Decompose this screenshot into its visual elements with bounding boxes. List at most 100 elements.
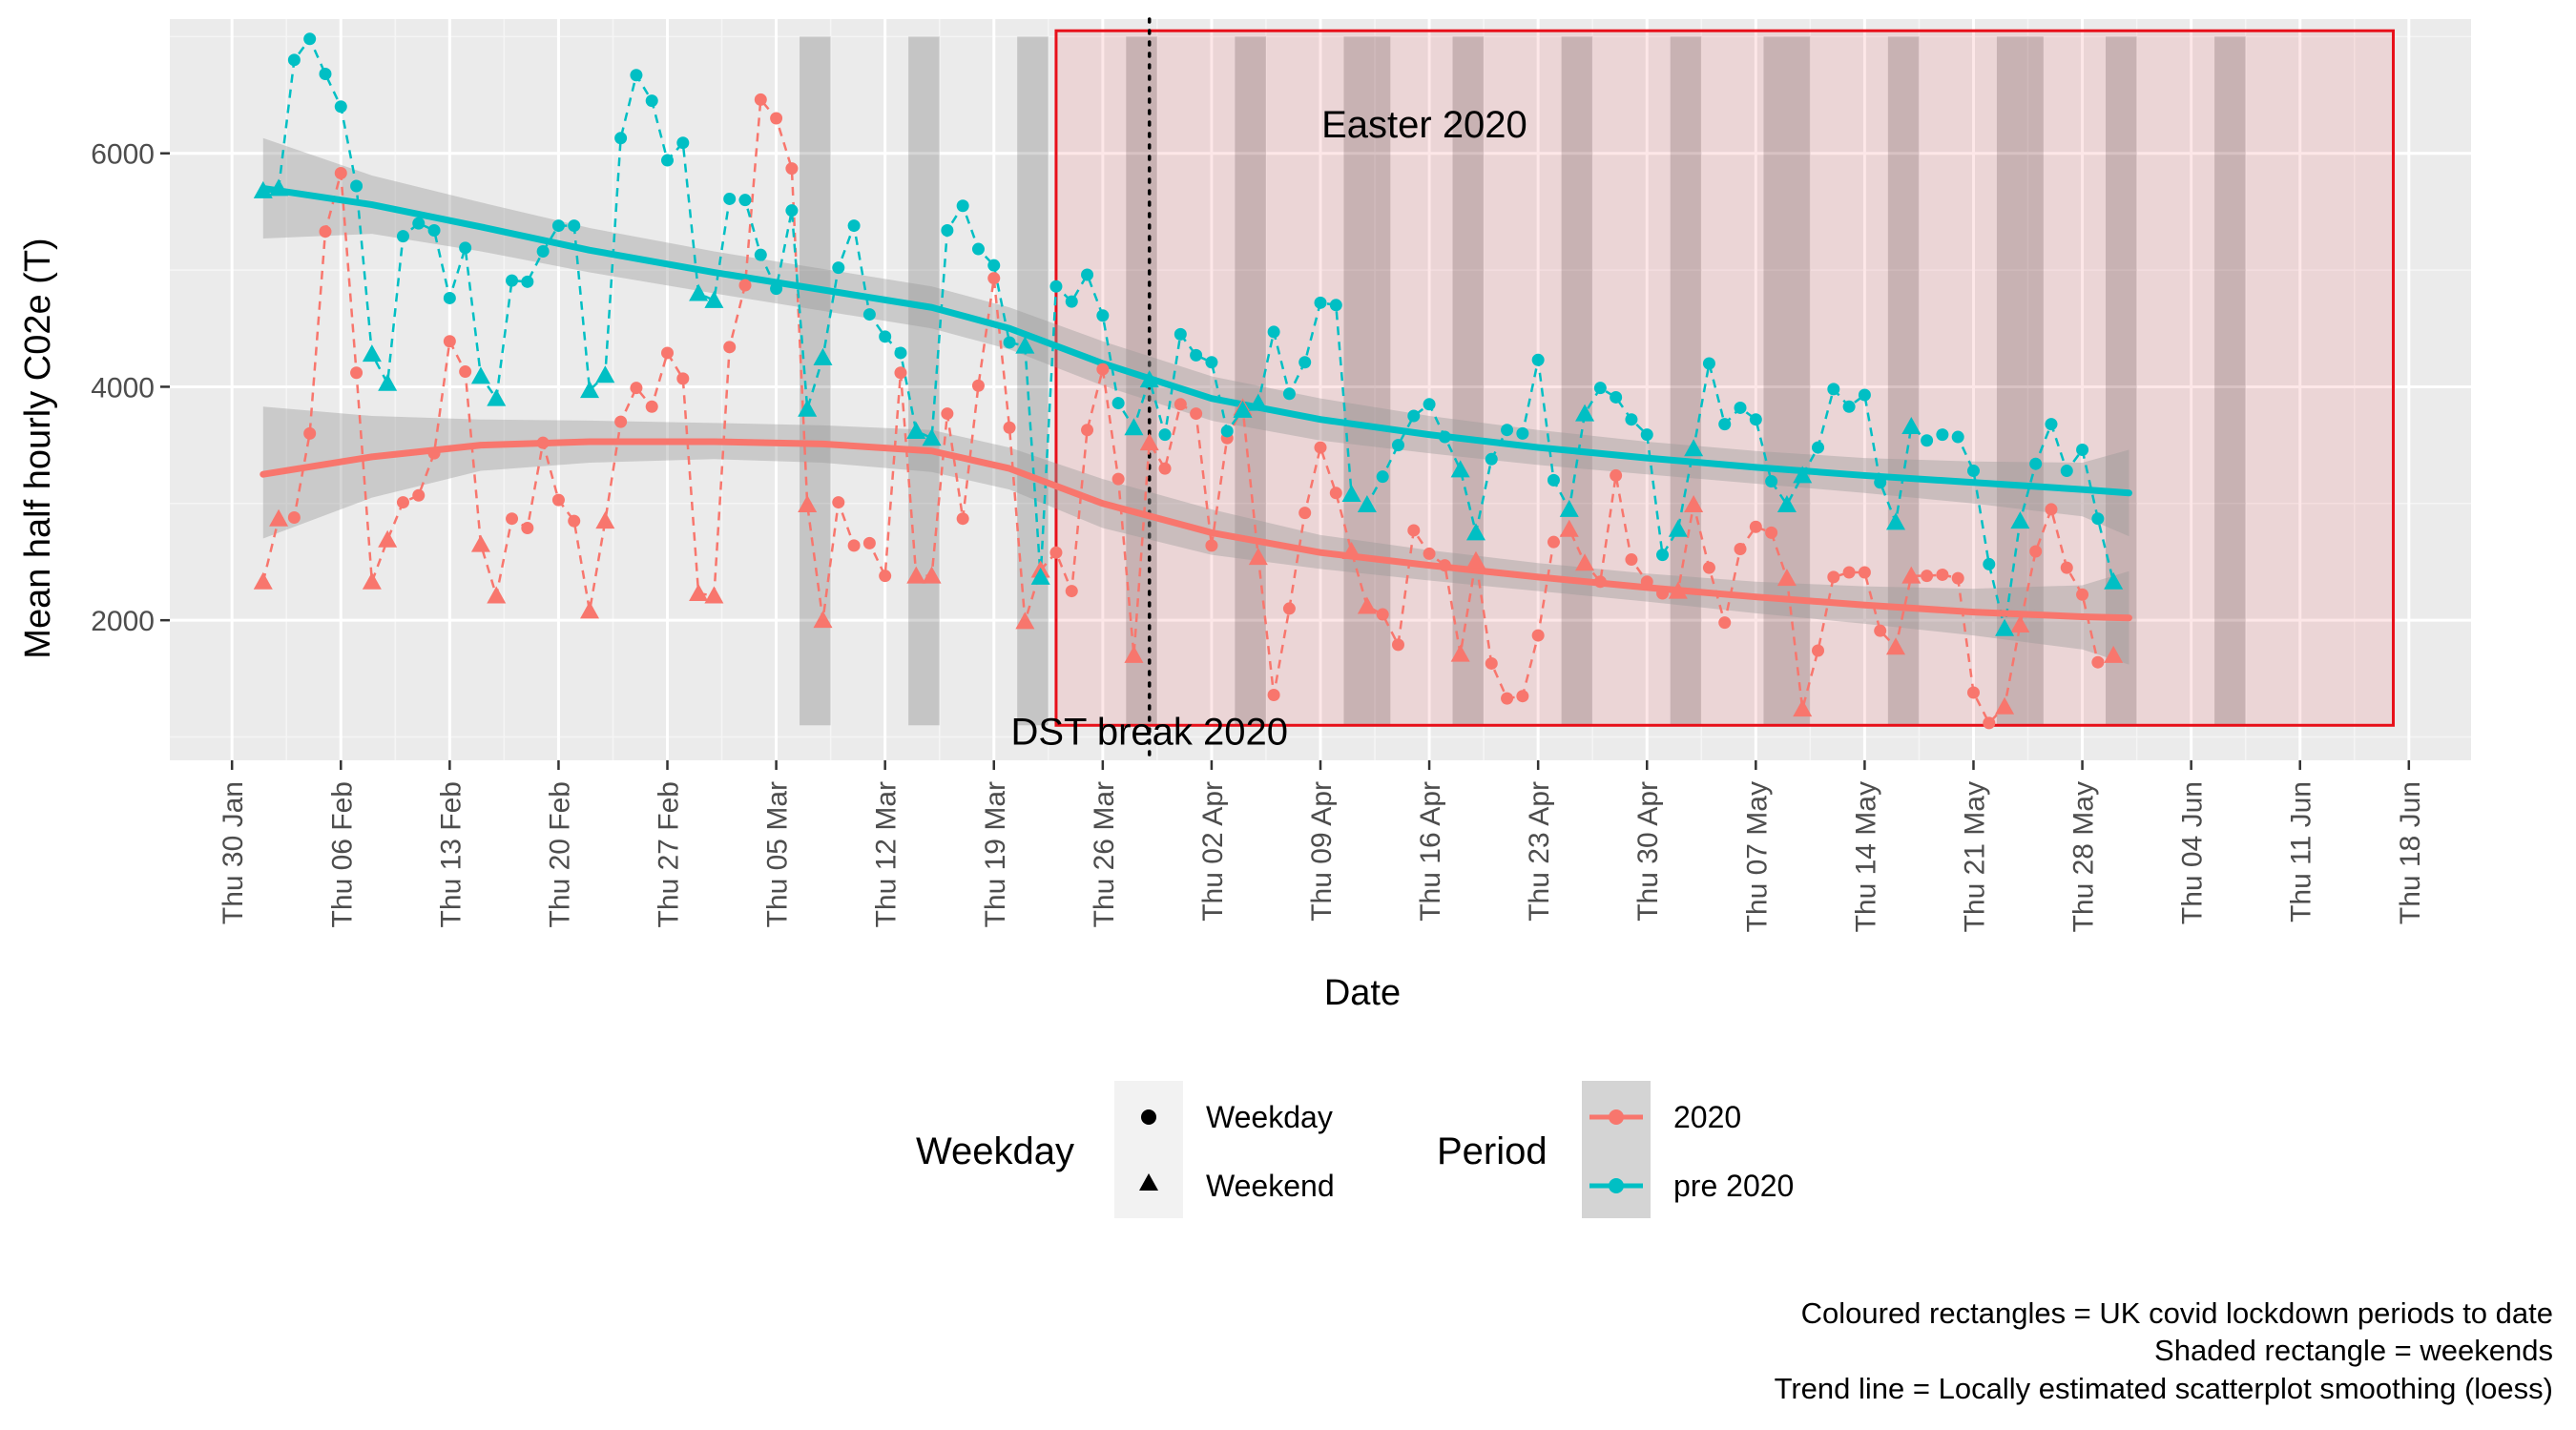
data-point-weekday [521,521,534,534]
data-point-weekend [689,283,709,301]
y-axis-title: Mean half hourly C02e (T) [18,238,58,658]
data-point-weekday [1593,382,1607,395]
data-point-weekday [1081,268,1094,281]
x-axis: Thu 30 Jan Thu 06 Feb Thu 13 Feb Thu 20 Feb… [218,760,2426,932]
data-point-weekday [1423,547,1436,560]
data-point-weekday [1842,566,1856,579]
data-point-weekday [862,536,876,549]
data-point-weekday [1391,638,1404,652]
data-point-weekend [922,566,942,584]
data-point-weekday [427,446,441,460]
data-point-weekend [1124,645,1144,663]
weekend-band [2106,36,2137,726]
data-point-weekend [798,399,818,417]
data-point-weekend [1357,596,1377,614]
data-point-weekday [785,162,799,176]
legend-period-title: Period [1437,1130,1548,1172]
data-point-weekday [1407,524,1421,537]
data-point-weekday [941,223,954,237]
y-tick-label: 4000 [91,372,155,404]
data-point-weekend [1776,495,1797,513]
data-point-weekend [1793,699,1813,717]
data-point-weekday [427,223,441,237]
data-point-weekday [1501,692,1514,705]
weekend-band [2214,36,2246,726]
data-point-weekend [1248,393,1268,411]
data-point-weekday [1842,400,1856,413]
data-point-weekday [303,32,317,46]
data-point-weekend [1248,548,1268,566]
data-point-weekday [1702,561,1715,574]
annotation-label: Easter 2020 [1321,104,1527,146]
data-point-weekday [1702,357,1715,370]
data-point-weekend [1357,495,1377,513]
data-point-weekday [770,112,783,125]
data-point-weekday [738,279,752,292]
data-point-weekend [1015,611,1035,630]
data-point-weekend [470,366,490,384]
data-point-weekday [1516,426,1529,440]
legend-2020-dot [1609,1109,1624,1125]
data-point-weekday [971,242,985,256]
data-point-weekday [1718,418,1732,431]
data-point-weekday [2060,465,2073,478]
x-tick-label: Thu 30 Apr [1632,781,1664,922]
data-point-weekday [941,407,954,421]
data-point-weekday [1485,656,1498,670]
data-point-weekday [2060,561,2073,574]
legend-triangle-icon [1139,1173,1158,1191]
x-tick-label: Thu 30 Jan [218,781,249,924]
y-tick-label: 2000 [91,606,155,637]
weekend-band [1561,36,1593,726]
data-point-weekday [2045,418,2058,431]
data-point-weekend [798,495,818,513]
data-point-weekday [1593,575,1607,589]
x-tick-label: Thu 27 Feb [654,781,685,927]
data-point-weekday [1516,690,1529,703]
data-point-weekend [906,421,926,439]
x-tick-label: Thu 12 Mar [871,781,903,927]
data-point-weekday [1314,296,1327,309]
data-point-weekday [1610,390,1623,404]
data-point-weekday [1983,557,1996,570]
data-point-weekend [362,344,382,363]
data-point-weekday [1065,295,1078,308]
data-point-weekday [1765,475,1778,488]
data-point-weekday [1749,413,1762,426]
weekend-band [1763,36,1811,726]
data-point-weekday [1921,434,1934,447]
data-point-weekend [1450,644,1470,662]
data-point-weekend [1684,439,1704,457]
data-point-weekday [738,194,752,207]
data-point-weekend [1015,336,1035,354]
data-point-weekday [1640,428,1653,442]
x-tick-label: Thu 04 Jun [2177,781,2209,924]
data-point-weekend [269,178,289,197]
legend-weekend-label: Weekend [1206,1169,1335,1203]
data-point-weekend [487,388,507,406]
data-point-weekday [832,261,845,275]
x-tick-label: Thu 19 Mar [980,781,1011,927]
data-point-weekday [443,291,456,304]
data-points [253,32,2124,730]
data-point-weekday [956,199,969,213]
data-point-weekday [1656,587,1670,600]
y-axis: 2000 4000 6000 [91,139,170,637]
data-point-weekday [630,382,643,395]
data-point-weekday [1749,520,1762,533]
legend-pre2020-label: pre 2020 [1673,1169,1794,1203]
data-point-weekday [1423,398,1436,411]
data-point-weekday [1874,476,1887,489]
x-tick-label: Thu 05 Mar [762,781,794,927]
data-point-weekday [521,275,534,288]
data-point-weekend [1139,433,1159,451]
data-point-weekday [614,132,628,145]
legend-2020-label: 2020 [1673,1100,1741,1134]
data-point-weekend [704,290,724,308]
data-point-weekday [630,69,643,82]
data-point-weekday [1096,309,1110,322]
caption-line-1: Coloured rectangles = UK covid lockdown … [1801,1296,2553,1330]
data-point-weekend [1450,460,1470,478]
data-point-weekend [580,381,600,399]
